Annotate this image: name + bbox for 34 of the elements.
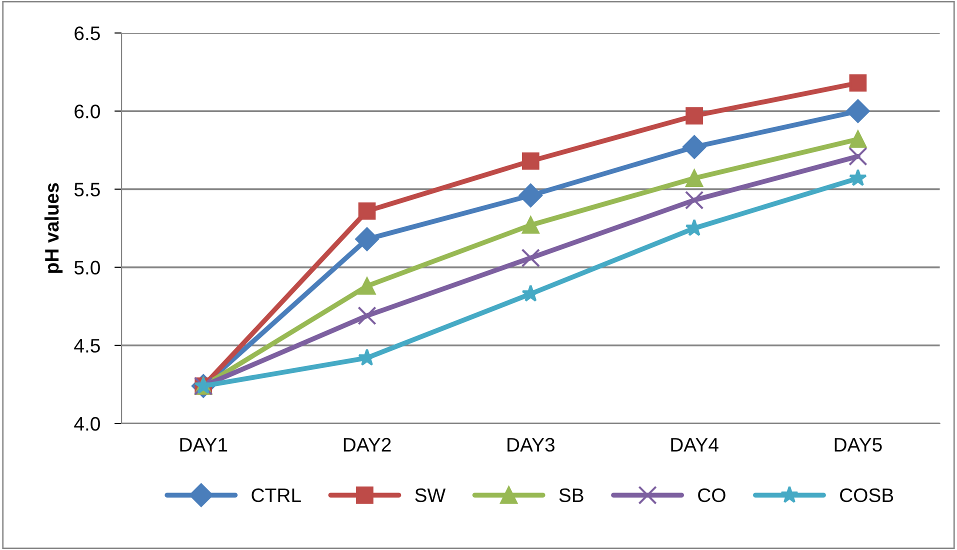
y-axis-title: pH values (44, 183, 63, 273)
y-tick-label: 6.5 (74, 26, 100, 40)
y-tick-label: 5.5 (74, 182, 100, 196)
point (686, 107, 703, 124)
point (355, 227, 379, 252)
point (358, 306, 376, 326)
point (358, 277, 376, 295)
legend-label: SW (415, 488, 446, 502)
point (849, 130, 867, 148)
point (682, 135, 706, 159)
point (522, 216, 540, 234)
y-tick-label: 5.0 (74, 260, 100, 275)
point (686, 170, 703, 187)
point (684, 190, 704, 210)
x-tick-label: DAY1 (180, 438, 228, 452)
point (846, 99, 870, 123)
point (358, 202, 376, 220)
point (522, 152, 540, 170)
legend-label: SB (559, 488, 584, 502)
point (849, 74, 867, 92)
legend-label: COSB (840, 488, 894, 502)
y-tick-label: 4.0 (74, 416, 100, 431)
x-tick-label: DAY2 (344, 438, 391, 452)
point (521, 248, 540, 268)
y-tick-label: 4.5 (74, 339, 100, 353)
y-tick-label: 6.0 (74, 104, 100, 118)
legend-label: CTRL (252, 488, 301, 502)
point (518, 184, 543, 208)
point (848, 168, 867, 186)
x-tick-label: DAY5 (834, 438, 882, 452)
legend-label: CO (698, 488, 726, 502)
x-tick-label: DAY4 (671, 438, 718, 452)
x-tick-label: DAY3 (508, 438, 554, 452)
point (848, 147, 868, 166)
